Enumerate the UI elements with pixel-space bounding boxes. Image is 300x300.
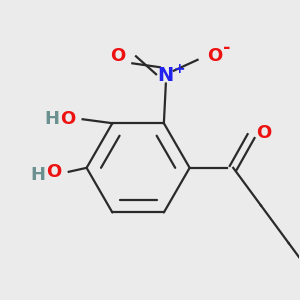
Text: O: O <box>208 47 223 65</box>
Text: ·: · <box>45 111 51 131</box>
Text: O: O <box>46 163 62 181</box>
Text: O: O <box>256 124 271 142</box>
Text: H: H <box>45 110 60 128</box>
Text: +: + <box>174 62 185 76</box>
Text: O: O <box>60 110 76 128</box>
Text: N: N <box>158 66 174 85</box>
Text: H: H <box>30 166 45 184</box>
Text: O: O <box>110 47 125 65</box>
Text: -: - <box>223 39 231 57</box>
